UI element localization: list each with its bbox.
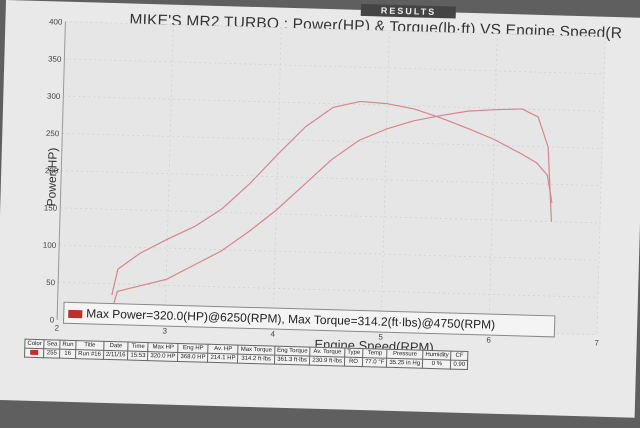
legend-swatch <box>68 309 83 319</box>
summary-value-cell: 2/11/16 <box>103 350 129 361</box>
x-tick-label: 2 <box>55 323 60 332</box>
y-gridline <box>65 21 606 38</box>
summary-value-cell: 361.3 ft·lbs <box>274 355 310 366</box>
summary-color-cell <box>24 348 45 358</box>
y-gridline <box>62 132 603 149</box>
y-tick-label: 100 <box>43 241 57 250</box>
y-tick-label: 350 <box>48 54 62 63</box>
summary-header-cell: CF <box>451 351 468 361</box>
printout-sheet: RESULTS MIKE'S MR2 TURBO : Power(HP) & T… <box>0 0 640 418</box>
summary-value-cell: 15:53 <box>127 351 149 361</box>
y-gridline <box>64 58 605 75</box>
summary-value-cell: 0 % <box>422 359 452 370</box>
summary-value-cell: 320.0 HP <box>147 351 179 362</box>
y-axis-label: Power(HP) <box>44 147 60 207</box>
y-tick-label: 300 <box>47 92 61 101</box>
y-tick-label: 150 <box>44 203 58 212</box>
summary-value-cell: 368.0 HP <box>177 352 209 363</box>
summary-value-cell: 214.1 HP <box>207 353 239 364</box>
summary-value-cell: 255 <box>43 348 60 359</box>
y-gridline <box>59 244 599 261</box>
summary-header-cell: Run <box>59 340 77 350</box>
summary-header-cell: Sea <box>44 339 61 350</box>
dyno-chart: 0 50 100 150 200 250 300 350 400 2 3 4 5 6 7 <box>43 17 606 348</box>
y-gridline <box>61 170 602 187</box>
summary-value-cell: 16 <box>59 349 76 359</box>
x-tick-label: 7 <box>594 339 599 348</box>
summary-value-cell: 0.90 <box>450 360 468 370</box>
summary-value-cell: 35.25 in Hg <box>386 358 423 369</box>
summary-value-cell: 314.2 ft·lbs <box>237 354 275 365</box>
summary-value-cell: Run #16 <box>75 349 104 360</box>
x-tick-label: 4 <box>270 330 275 339</box>
torque-curve <box>111 100 553 296</box>
y-gridline <box>60 207 601 224</box>
y-tick-label: 0 <box>50 315 55 324</box>
y-tick-label: 50 <box>46 278 56 287</box>
y-tick-label: 200 <box>45 166 59 175</box>
summary-value-cell: RO <box>344 357 363 367</box>
x-tick-label: 5 <box>378 333 383 342</box>
run-color-swatch <box>30 349 39 355</box>
y-tick-label: 250 <box>46 129 60 138</box>
power-curve <box>110 108 553 313</box>
x-tick-label: 6 <box>486 336 491 345</box>
summary-value-cell: 230.9 ft·lbs <box>309 356 345 367</box>
y-gridline <box>58 281 598 298</box>
x-tick-label: 3 <box>162 327 167 336</box>
y-tick-label: 400 <box>49 17 63 26</box>
summary-value-cell: 77.0 °F <box>362 357 388 368</box>
y-axis-line <box>56 21 66 320</box>
